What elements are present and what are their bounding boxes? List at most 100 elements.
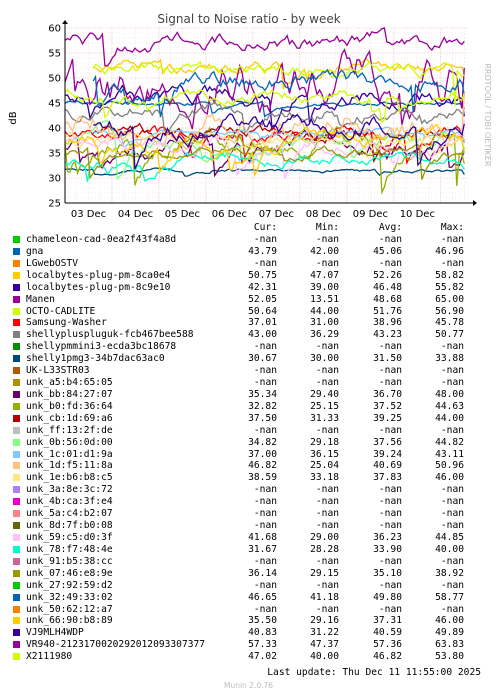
legend-row: LGwebOSTV -nan -nan -nan -nan [0,258,497,270]
legend-swatch [13,617,20,625]
legend-row: unk_8d:7f:b0:08 -nan -nan -nan -nan [0,520,497,532]
legend-cur-value: 37.00 [248,448,277,460]
legend-min-value: -nan [315,555,339,567]
legend-max-value: 46.96 [435,245,464,257]
legend-series-name: unk_bb:84:27:07 [26,388,113,400]
legend-min-value: 13.51 [310,293,339,305]
legend-cur-value: 43.00 [248,329,277,341]
legend-max-value: -nan [440,508,464,520]
legend-swatch [13,581,20,589]
legend-cur-value: 40.83 [248,627,277,639]
legend-row: unk_1d:f5:11:8a 46.82 25.04 40.69 50.96 [0,460,497,472]
legend-series-name: OCTO-CADLITE [26,305,96,317]
legend-row: unk_27:92:59:d2 -nan -nan -nan -nan [0,580,497,592]
legend-row: shellypmmini3-ecda3bc18678 -nan -nan -nan -n… [0,341,497,353]
legend-avg-value: 37.52 [373,400,402,412]
legend-max-value: -nan [440,520,464,532]
legend-min-value: 44.00 [310,305,339,317]
legend-series-name: unk_8d:7f:b0:08 [26,520,113,532]
legend-min-value: 47.37 [310,639,339,651]
legend-row: chameleon-cad-0ea2f43f4a8d -nan -nan -nan -n… [0,234,497,246]
legend-swatch [13,295,20,303]
legend-min-value: 36.15 [310,448,339,460]
legend-max-value: -nan [440,234,464,245]
legend-avg-value: 49.80 [373,591,402,603]
legend-min-value: 39.00 [310,281,339,293]
legend-series-name: localbytes-plug-pm-8c9e10 [26,281,171,293]
y-axis-label: dB [8,111,19,124]
legend-max-value: 49.89 [435,627,464,639]
series-lines [64,27,465,195]
legend-series-name: VJ9MLH4WDP [26,627,84,639]
legend-max-value: -nan [440,341,464,353]
legend-row: unk_a5:b4:65:05 -nan -nan -nan -nan [0,377,497,389]
legend-cur-value: -nan [253,377,277,389]
x-tick-label: 04 Dec [118,209,153,220]
legend-swatch [13,534,20,541]
legend-min-value: -nan [315,424,339,436]
legend-series-name: shelly1pmg3-34b7dac63ac0 [26,353,165,365]
legend-row: X2111980 47.02 40.00 46.82 53.80 [0,651,497,663]
legend-max-value: -nan [440,484,464,496]
legend-avg-value: -nan [378,508,402,520]
legend-max-value: 65.00 [435,293,464,305]
legend-row: UK-L33STR03 -nan -nan -nan -nan [0,365,497,377]
legend-row: unk_ff:13:2f:de -nan -nan -nan -nan [0,425,497,437]
legend-max-value: 63.83 [435,639,464,651]
legend-max-value: 43.11 [435,448,464,460]
legend-row: unk_cb:1d:69:a6 37.50 31.33 39.25 44.00 [0,413,497,425]
munin-version: Munin 2.0.76 [223,681,274,690]
legend-min-value: 30.00 [310,353,339,365]
legend-min-value: -nan [315,496,339,508]
legend-max-value: 56.90 [435,305,464,317]
legend-series-name: unk_1e:b6:b8:c5 [26,472,113,484]
legend-min-value: 25.15 [310,400,339,412]
legend-row: unk_1e:b6:b8:c5 38.59 33.18 37.83 46.00 [0,472,497,484]
legend-avg-value: 36.23 [373,532,402,543]
legend-cur-value: 35.34 [248,388,277,400]
legend-min-value: -nan [315,603,339,615]
series-line-32 [64,123,465,178]
series-line-19 [64,93,465,157]
legend-max-value: 45.78 [435,317,464,329]
legend-row: unk_3a:8e:3c:72 -nan -nan -nan -nan [0,484,497,496]
legend-row: Samsung-Washer 37.01 31.00 38.96 45.78 [0,317,497,329]
legend-avg-value: 40.59 [373,627,402,639]
legend-swatch [13,271,20,279]
legend-max-value: -nan [440,365,464,377]
legend-series-name: LGwebOSTV [26,257,78,269]
y-axis-arrow [62,20,68,24]
legend-swatch [13,510,20,518]
legend-series-name: unk_cb:1d:69:a6 [26,412,113,424]
legend-swatch [13,474,20,482]
legend-swatch [13,283,20,291]
legend-max-value: 53.80 [435,651,464,663]
legend-swatch [13,522,20,530]
legend-swatch [13,236,20,243]
y-tick-label: 25 [48,199,61,210]
legend-avg-value: -nan [378,424,402,436]
legend-avg-value: -nan [378,341,402,353]
legend-cur-value: 32.82 [248,400,277,412]
legend-row: unk_07:46:e8:9e 36.14 29.15 35.10 38.92 [0,568,497,580]
legend-swatch [13,593,20,601]
legend-row: unk_0b:56:0d:00 34.82 29.18 37.56 44.82 [0,437,497,449]
axes [62,20,477,206]
legend-series-name: unk_07:46:e8:9e [26,567,113,579]
legend-swatch [13,629,20,637]
legend-swatch [13,307,20,315]
legend-swatch [13,462,20,470]
legend-min-value: -nan [315,579,339,591]
legend-min-value: -nan [315,234,339,245]
legend-swatch [13,247,20,255]
legend-min-value: 47.07 [310,269,339,281]
legend-series-name: Manen [26,293,55,305]
legend-max-value: -nan [440,377,464,389]
legend-avg-value: 45.06 [373,245,402,257]
legend-cur-value: 57.33 [248,639,277,651]
legend-min-value: -nan [315,508,339,520]
legend-max-value: 50.77 [435,329,464,341]
x-tick-labels: 03 Dec 04 Dec 05 Dec 06 Dec 07 Dec 08 Dec 09 D… [71,209,435,220]
series-line-20 [64,129,465,159]
x-tick-label: 05 Dec [165,209,200,220]
